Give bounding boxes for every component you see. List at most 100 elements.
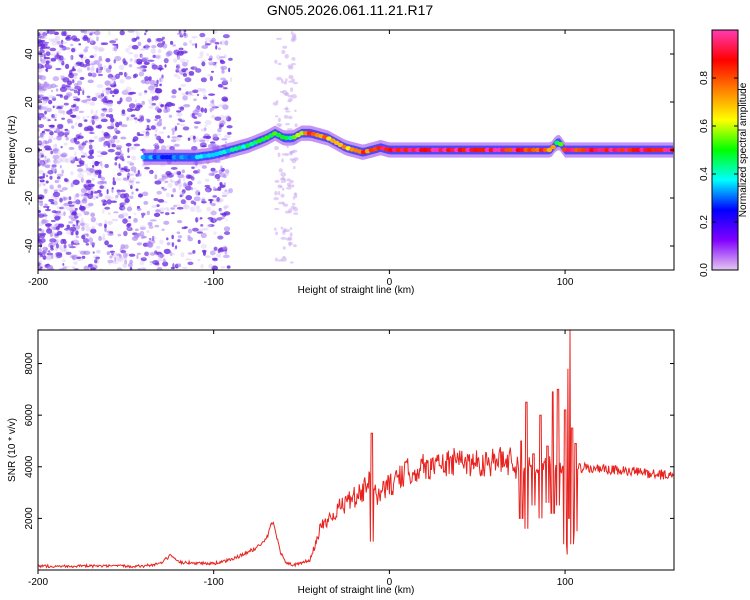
noise-speckle — [109, 90, 114, 95]
noise-speckle — [109, 255, 113, 259]
ridge-cell — [148, 155, 154, 160]
noise-speckle — [126, 206, 133, 212]
noise-speckle — [111, 94, 115, 97]
ridge-cell — [503, 147, 510, 153]
noise-speckle — [70, 231, 74, 236]
noise-speckle — [106, 100, 114, 105]
ridge-cell — [186, 155, 193, 160]
noise-speckle — [162, 126, 166, 130]
noise-speckle — [144, 44, 150, 50]
noise-speckle — [126, 223, 131, 228]
x-tick-label: 100 — [557, 277, 574, 288]
noise-speckle — [39, 53, 44, 58]
noise-speckle — [149, 170, 152, 174]
noise-speckle — [181, 169, 185, 174]
noise-speckle — [217, 47, 221, 51]
noise-speckle — [108, 107, 113, 113]
ridge-cell — [542, 147, 549, 153]
noise-speckle — [81, 255, 86, 259]
noise-speckle — [79, 250, 87, 255]
noise-speckle — [74, 151, 77, 157]
noise-speckle — [211, 172, 215, 176]
noise-speckle — [169, 40, 174, 45]
noise-speckle — [109, 250, 116, 254]
noise-speckle — [161, 36, 165, 40]
noise-speckle — [116, 100, 122, 105]
noise-speckle — [222, 245, 227, 251]
noise-speckle — [191, 35, 198, 39]
noise-speckle — [277, 117, 281, 123]
ridge-cell — [592, 147, 599, 153]
noise-speckle — [184, 77, 192, 83]
noise-speckle — [49, 53, 57, 56]
noise-speckle — [117, 172, 122, 176]
ridge-cell — [538, 147, 545, 153]
noise-speckle — [188, 70, 195, 76]
ridge-cell — [140, 155, 147, 160]
noise-speckle — [56, 157, 63, 163]
noise-speckle — [289, 151, 294, 155]
noise-speckle — [201, 165, 207, 169]
noise-speckle — [201, 61, 206, 67]
noise-speckle — [136, 254, 139, 260]
noise-speckle — [105, 113, 110, 118]
noise-speckle — [147, 99, 154, 102]
noise-speckle — [92, 160, 95, 166]
noise-speckle — [54, 143, 58, 149]
noise-speckle — [72, 179, 80, 186]
noise-speckle — [81, 226, 85, 232]
noise-speckle — [153, 143, 156, 147]
noise-speckle — [121, 109, 126, 115]
ridge-cell — [415, 147, 421, 153]
noise-speckle — [122, 253, 128, 259]
noise-speckle — [85, 242, 90, 246]
noise-speckle — [61, 168, 64, 175]
noise-speckle — [50, 57, 57, 62]
noise-speckle — [49, 175, 53, 180]
noise-speckle — [79, 132, 82, 136]
noise-speckle — [289, 261, 294, 264]
noise-speckle — [150, 125, 156, 130]
noise-speckle — [136, 132, 141, 137]
noise-speckle — [139, 226, 146, 230]
snr-series-line — [38, 330, 674, 569]
noise-speckle — [224, 40, 229, 46]
noise-speckle — [39, 242, 43, 248]
noise-speckle — [52, 137, 57, 141]
noise-speckle — [96, 36, 99, 42]
noise-speckle — [139, 48, 146, 51]
noise-speckle — [289, 179, 294, 184]
noise-speckle — [183, 226, 188, 229]
noise-speckle — [209, 107, 213, 113]
noise-speckle — [149, 260, 156, 264]
noise-speckle — [123, 73, 129, 76]
noise-speckle — [228, 67, 231, 73]
noise-speckle — [133, 53, 139, 59]
noise-speckle — [120, 244, 126, 249]
noise-speckle — [104, 163, 109, 169]
noise-speckle — [199, 32, 206, 38]
colorbar-tick-label: 0.8 — [699, 71, 710, 85]
noise-speckle — [147, 221, 153, 226]
noise-speckle — [273, 197, 279, 201]
noise-speckle — [133, 117, 138, 120]
noise-speckle — [100, 42, 105, 46]
noise-speckle — [50, 225, 57, 231]
noise-speckle — [60, 204, 68, 210]
noise-speckle — [204, 41, 208, 46]
noise-speckle — [177, 180, 180, 184]
noise-speckle — [223, 211, 231, 216]
ridge-cell — [500, 147, 506, 153]
noise-speckle — [71, 68, 77, 72]
ridge-cell — [395, 147, 402, 153]
noise-speckle — [80, 146, 85, 150]
noise-speckle — [159, 259, 163, 262]
noise-speckle — [89, 38, 94, 44]
spectrogram-x-label: Height of straight line (km) — [298, 285, 415, 296]
noise-speckle — [66, 34, 72, 37]
noise-speckle — [277, 259, 284, 262]
noise-speckle — [161, 74, 164, 79]
ridge-cell — [175, 155, 182, 160]
noise-speckle — [204, 255, 211, 259]
noise-speckle — [56, 173, 64, 177]
